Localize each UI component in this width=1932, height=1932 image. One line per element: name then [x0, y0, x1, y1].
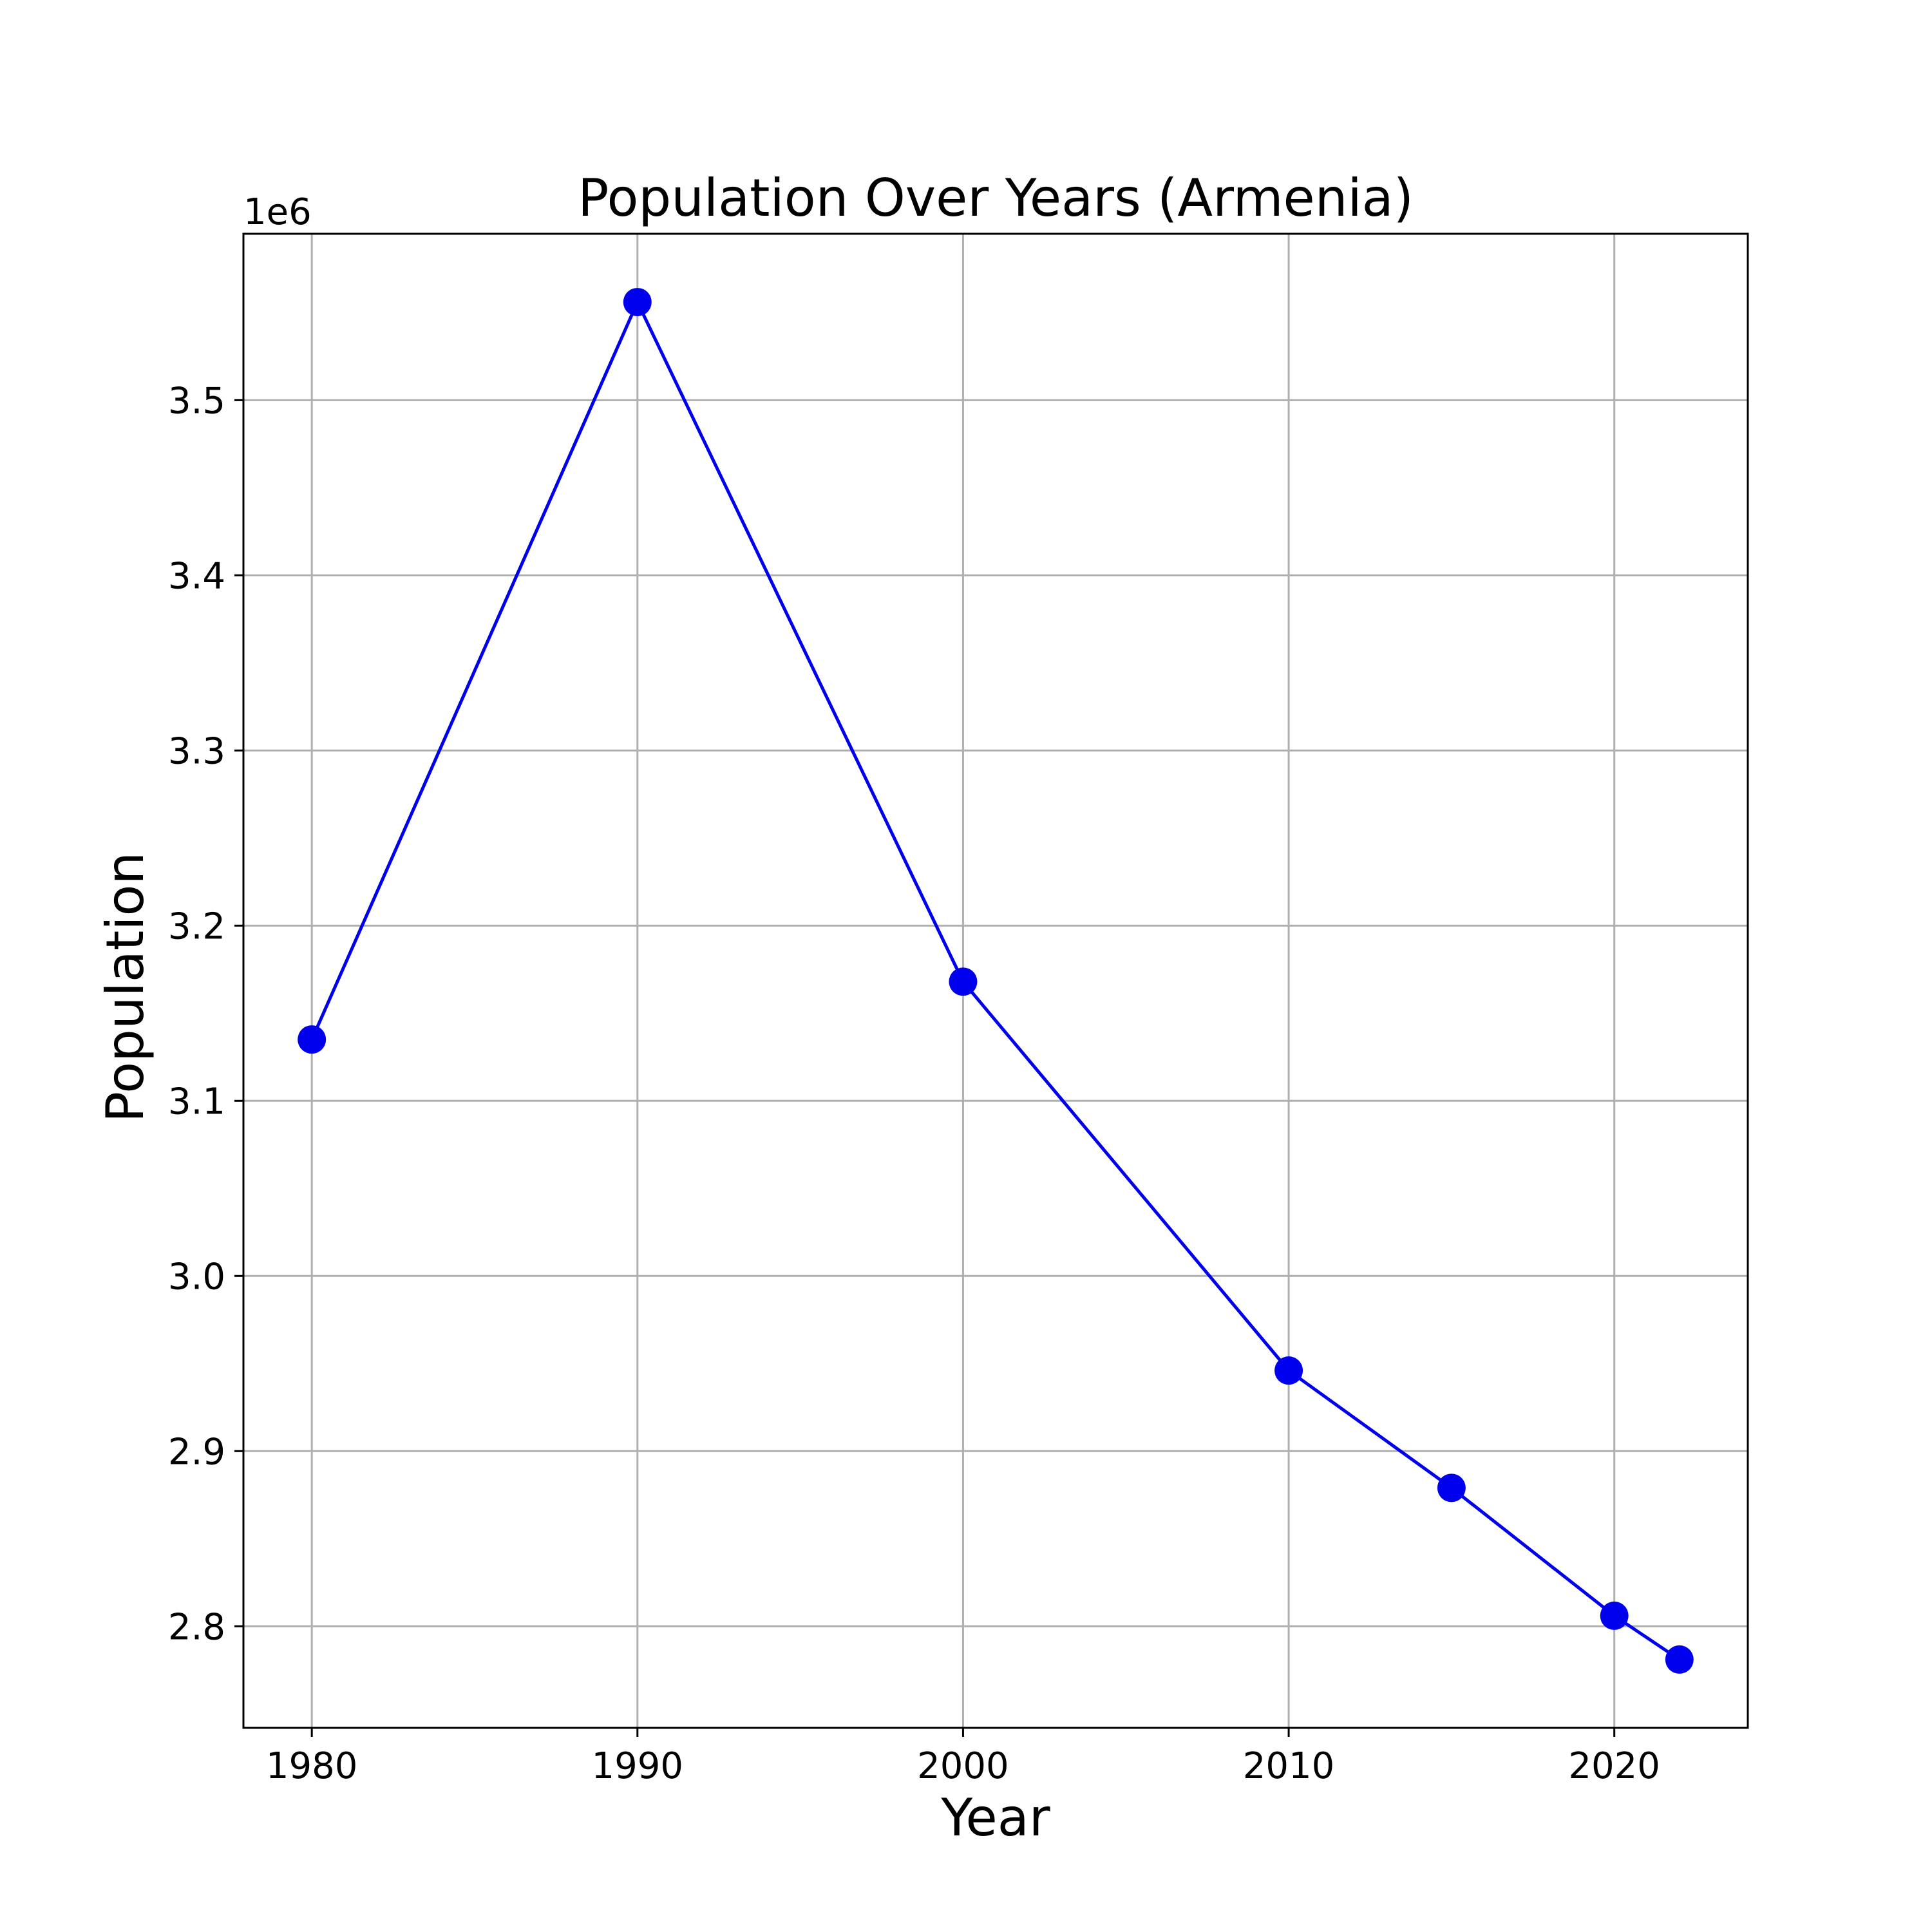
x-axis-label: Year — [940, 1788, 1050, 1848]
x-tick-label: 1990 — [592, 1745, 684, 1787]
y-axis-offset-label: 1e6 — [243, 191, 312, 233]
data-point — [949, 967, 977, 996]
chart-title: Population Over Years (Armenia) — [578, 168, 1414, 228]
data-point — [1437, 1473, 1466, 1502]
y-tick-label: 3.1 — [168, 1081, 225, 1122]
y-tick-label: 2.8 — [168, 1606, 225, 1648]
y-tick-label: 3.5 — [168, 380, 225, 422]
data-point — [623, 288, 652, 316]
x-tick-label: 2020 — [1568, 1745, 1660, 1787]
y-tick-label: 3.2 — [168, 905, 225, 947]
x-tick-label: 1980 — [266, 1745, 358, 1787]
y-tick-label: 3.0 — [168, 1256, 225, 1298]
y-tick-label: 3.3 — [168, 730, 225, 772]
y-tick-label: 2.9 — [168, 1431, 225, 1473]
data-point — [1274, 1356, 1303, 1385]
data-point — [298, 1025, 326, 1054]
y-axis-label: Population — [95, 852, 155, 1122]
data-point — [1600, 1602, 1629, 1630]
x-tick-label: 2010 — [1243, 1745, 1335, 1787]
x-tick-label: 2000 — [917, 1745, 1009, 1787]
y-tick-label: 3.4 — [168, 555, 225, 597]
data-point — [1665, 1645, 1694, 1674]
